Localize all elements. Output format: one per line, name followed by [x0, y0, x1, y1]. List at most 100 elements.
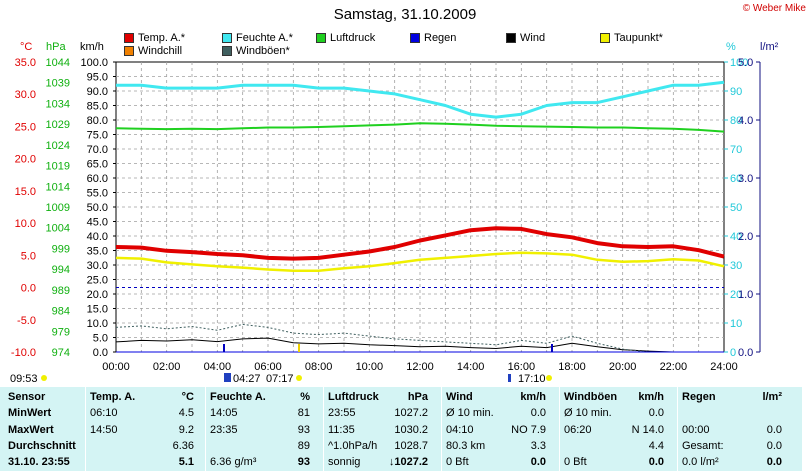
wind-tick-label: 20.0	[87, 289, 108, 301]
wind-tick-label: 75.0	[87, 130, 108, 142]
sun-left-time-label: 09:53	[10, 373, 38, 385]
humidity-tick-label: 30	[730, 260, 742, 272]
stats-col-unit: °C	[181, 391, 194, 403]
wind-tick-label: 95.0	[87, 72, 108, 84]
legend-label: Feuchte A.*	[236, 32, 293, 44]
legend-swatch	[506, 33, 516, 43]
legend-swatch	[222, 46, 232, 56]
stats-col-header: Wind	[446, 391, 473, 403]
stats-cell-value: 0.0	[766, 456, 782, 468]
pressure-tick-label: 1014	[46, 181, 70, 193]
stats-cell-value: 1027.2	[394, 407, 428, 419]
stats-cell-value: 0.0	[766, 424, 782, 436]
noon-time-label: 07:17	[266, 373, 294, 385]
stats-cell-value: 1028.7	[394, 440, 428, 452]
humidity-tick-label: 90	[730, 86, 742, 98]
stats-cell-label: Ø 10 min.	[446, 407, 494, 419]
humidity-tick-label: 80	[730, 115, 742, 127]
pressure-unit-label: hPa	[46, 41, 66, 53]
stats-cell-label: Gesamt:	[682, 440, 724, 452]
wind-tick-label: 70.0	[87, 144, 108, 156]
wind-tick-label: 10.0	[87, 318, 108, 330]
sunrise-time-label: 04:27	[233, 373, 261, 385]
stats-cell-value: 6.36	[172, 440, 194, 452]
stats-cell-value: 93	[297, 456, 310, 468]
wind-tick-label: 85.0	[87, 101, 108, 113]
stats-col-header: Temp. A.	[90, 391, 136, 403]
legend-item: Temp. A.*	[124, 32, 185, 44]
time-tick-label: 08:00	[305, 361, 333, 373]
rain-tick-label: 0.0	[738, 347, 753, 359]
rain-tick-label: 4.0	[738, 115, 753, 127]
stats-cell-label: 80.3 km	[446, 440, 486, 452]
time-tick-label: 16:00	[508, 361, 536, 373]
humidity-tick-label: 40	[730, 231, 742, 243]
stats-cell-label: 14:50	[90, 424, 118, 436]
stats-cell-label: 23:55	[328, 407, 356, 419]
legend-label: Windböen*	[236, 45, 290, 57]
wind-tick-label: 100.0	[80, 57, 108, 69]
wind-tick-label: 35.0	[87, 246, 108, 258]
stats-cell-value: 89	[297, 440, 310, 452]
stats-col-header: Regen	[682, 391, 716, 403]
wind-tick-label: 15.0	[87, 304, 108, 316]
legend-item: Windböen*	[222, 45, 290, 57]
series-line	[115, 122, 725, 133]
sunrise-icon	[224, 373, 231, 382]
stats-separator	[205, 387, 206, 471]
pressure-tick-label: 1024	[46, 140, 70, 152]
pressure-tick-label: 1044	[46, 57, 70, 69]
legend-item: Wind	[506, 32, 545, 44]
legend-item: Feuchte A.*	[222, 32, 293, 44]
sun-left-icon	[41, 375, 47, 381]
stats-cell-value: 0.0	[530, 407, 546, 419]
pressure-tick-label: 1039	[46, 78, 70, 90]
sensor-row-label: Durchschnitt	[8, 440, 76, 452]
wind-tick-label: 80.0	[87, 115, 108, 127]
wind-unit-label: km/h	[80, 41, 104, 53]
legend-swatch	[600, 33, 610, 43]
stats-separator	[323, 387, 324, 471]
pressure-tick-label: 984	[52, 306, 70, 318]
rain-tick-label: 2.0	[738, 231, 753, 243]
stats-col-header: Feuchte A.	[210, 391, 266, 403]
series-line	[115, 337, 724, 353]
stats-cell-value: 9.2	[178, 424, 194, 436]
time-tick-label: 02:00	[153, 361, 181, 373]
wind-tick-label: 55.0	[87, 188, 108, 200]
stats-cell-value: NO 7.9	[511, 424, 546, 436]
rain-tick-label: 1.0	[738, 289, 753, 301]
pressure-tick-label: 994	[52, 264, 70, 276]
humidity-tick-label: 100	[730, 57, 748, 69]
stats-separator	[441, 387, 442, 471]
stats-col-unit: hPa	[407, 391, 428, 403]
stats-cell-value: 93	[297, 424, 310, 436]
stats-cell-label: 0 Bft	[564, 456, 587, 468]
weather-chart: 35.0 30.0 25.0 20.0 15.0 10.0 5.0 0.0 -5.0 -10.0 1…	[10, 41, 779, 385]
legend-item: Windchill	[124, 45, 182, 57]
pressure-tick-label: 1004	[46, 223, 70, 235]
legend-label: Taupunkt*	[614, 32, 663, 44]
time-tick-label: 00:00	[102, 361, 130, 373]
stats-separator	[677, 387, 678, 471]
stats-col-unit: %	[300, 391, 310, 403]
temp-tick-label: 10.0	[15, 218, 36, 230]
temp-unit-label: °C	[20, 41, 32, 53]
legend-label: Regen	[424, 32, 457, 44]
stats-cell-label: ^1.0hPa/h	[328, 440, 378, 452]
stats-cell-value: 4.5	[178, 407, 194, 419]
stats-cell-label: 04:10	[446, 424, 474, 436]
stats-col-unit: km/h	[520, 391, 546, 403]
stats-cell-label: 11:35	[328, 424, 355, 436]
legend-item: Luftdruck	[316, 32, 375, 44]
temp-tick-label: -10.0	[11, 347, 36, 359]
temp-tick-label: 0.0	[21, 283, 36, 295]
sensor-row-label: MinWert	[8, 407, 52, 419]
temp-tick-label: 35.0	[15, 57, 36, 69]
sensor-header: Sensor	[8, 391, 46, 403]
temp-tick-label: -5.0	[17, 315, 36, 327]
stats-cell-label: 0 Bft	[446, 456, 469, 468]
stats-col-unit: l/m²	[762, 391, 782, 403]
sunset-sun-icon	[546, 375, 552, 381]
temp-tick-label: 15.0	[15, 186, 36, 198]
